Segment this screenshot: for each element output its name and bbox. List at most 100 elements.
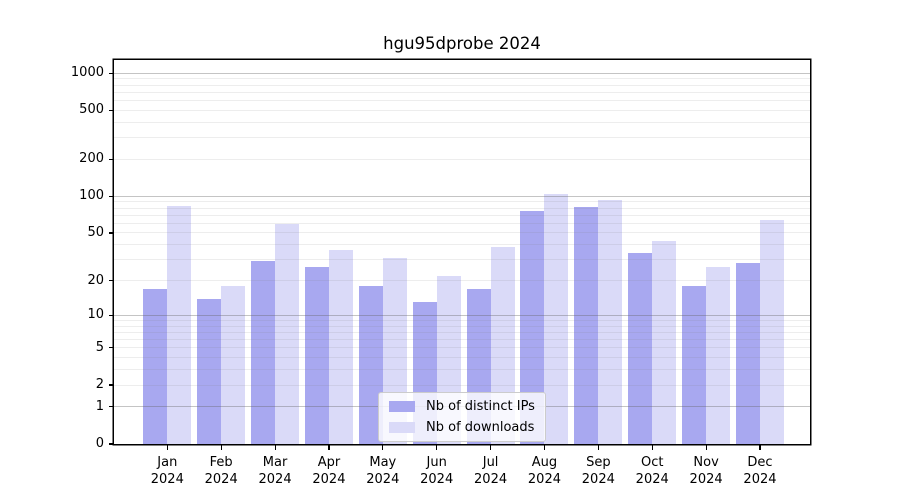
y-tick-20	[109, 279, 114, 282]
month-label: Jan	[157, 455, 178, 470]
x-tick-label-jun: Jun 2024	[407, 454, 467, 488]
minor-gridline-40	[114, 244, 810, 246]
minor-gridline-50	[114, 232, 810, 234]
minor-gridline-2	[114, 384, 810, 386]
minor-gridline-600	[114, 100, 810, 101]
year-label: 2024	[743, 472, 777, 487]
minor-gridline-800	[114, 84, 810, 86]
month-label: Nov	[693, 455, 719, 470]
year-label: 2024	[581, 472, 615, 487]
y-tick-0	[109, 443, 114, 445]
bar-distinct-ips-oct	[628, 253, 653, 444]
legend-label-distinct-ips: Nb of distinct IPs	[426, 399, 535, 414]
y-tick-label-2: 2	[95, 377, 104, 392]
x-tick-label-dec: Dec 2024	[730, 454, 790, 488]
y-tick-label-50: 50	[87, 224, 104, 240]
y-tick-label-1: 1	[95, 398, 104, 414]
bar-distinct-ips-apr	[304, 267, 329, 444]
y-tick-200	[109, 158, 114, 160]
y-tick-label-500: 500	[79, 102, 104, 118]
year-label: 2024	[689, 472, 723, 487]
year-label: 2024	[204, 472, 238, 487]
y-tick-100	[109, 195, 114, 197]
minor-gridline-8	[114, 325, 810, 327]
grid-layer	[114, 60, 810, 444]
minor-gridline-700	[114, 91, 810, 93]
month-label: Feb	[209, 455, 233, 470]
y-tick-label-10: 10	[87, 307, 104, 323]
month-label: Dec	[747, 455, 773, 470]
x-tick-sep	[597, 445, 599, 450]
month-label: Apr	[317, 455, 341, 470]
legend-swatch-distinct-ips	[389, 401, 415, 412]
bar-downloads-jan	[167, 205, 192, 444]
plot-area: Nb of distinct IPs Nb of downloads	[114, 60, 810, 444]
bar-downloads-apr	[328, 250, 353, 444]
x-tick-label-feb: Feb 2024	[191, 454, 251, 488]
bar-downloads-oct	[652, 240, 677, 444]
minor-gridline-60	[114, 222, 810, 224]
x-tick-jun	[436, 445, 438, 450]
y-tick-label-1000: 1000	[70, 65, 104, 81]
x-tick-label-aug: Aug 2024	[514, 454, 574, 488]
bar-downloads-feb	[221, 285, 246, 444]
month-label: Aug	[531, 455, 558, 470]
minor-gridline-7	[114, 331, 810, 333]
minor-gridline-900	[114, 78, 810, 80]
y-tick-50	[109, 232, 114, 234]
x-tick-label-jul: Jul 2024	[461, 454, 521, 488]
x-tick-apr	[328, 445, 330, 450]
month-label: Mar	[262, 455, 288, 470]
x-tick-aug	[543, 445, 546, 450]
y-tick-1000	[109, 72, 114, 74]
minor-gridline-4	[114, 357, 810, 359]
x-tick-label-mar: Mar 2024	[245, 454, 305, 488]
bar-downloads-nov	[706, 267, 731, 444]
year-label: 2024	[635, 472, 669, 487]
chart-title: hgu95dprobe 2024	[383, 34, 541, 53]
x-tick-feb	[220, 445, 222, 450]
x-tick-label-jan: Jan 2024	[137, 454, 197, 488]
legend: Nb of distinct IPs Nb of downloads	[378, 392, 546, 442]
y-tick-5	[109, 347, 114, 349]
gridline-10	[114, 314, 810, 316]
x-axis: Jan 2024 Feb 2024 Mar 2024 Apr 2024 May 2024 Jun 20…	[114, 445, 810, 500]
y-tick-label-200: 200	[79, 151, 104, 167]
x-tick-label-oct: Oct 2024	[622, 454, 682, 488]
minor-gridline-500	[114, 109, 810, 111]
year-label: 2024	[150, 472, 184, 487]
y-tick-2	[109, 384, 114, 386]
minor-gridline-80	[114, 207, 810, 209]
x-tick-label-may: May 2024	[353, 454, 413, 488]
minor-gridline-30	[114, 259, 810, 261]
y-tick-label-5: 5	[95, 339, 104, 355]
month-label: Sep	[586, 455, 611, 470]
minor-gridline-400	[114, 121, 810, 123]
bar-downloads-aug	[544, 193, 569, 444]
minor-gridline-70	[114, 214, 810, 216]
x-tick-nov	[705, 445, 707, 450]
y-tick-label-20: 20	[87, 272, 104, 288]
legend-item-distinct-ips: Nb of distinct IPs	[389, 399, 535, 414]
bar-distinct-ips-sep	[574, 206, 599, 444]
minor-gridline-200	[114, 158, 810, 160]
legend-item-downloads: Nb of downloads	[389, 420, 535, 435]
month-label: Oct	[640, 455, 664, 470]
x-tick-label-apr: Apr 2024	[299, 454, 359, 488]
legend-label-downloads: Nb of downloads	[426, 420, 535, 435]
minor-gridline-90	[114, 201, 810, 203]
bar-distinct-ips-feb	[197, 298, 222, 444]
x-tick-label-sep: Sep 2024	[568, 454, 628, 488]
year-label: 2024	[420, 472, 454, 487]
gridline-100	[114, 195, 810, 197]
bar-downloads-mar	[275, 224, 300, 444]
y-tick-500	[109, 109, 114, 111]
minor-gridline-9	[114, 319, 810, 321]
y-tick-label-0: 0	[95, 436, 104, 451]
y-tick-label-100: 100	[79, 188, 104, 204]
y-tick-10	[109, 314, 114, 316]
bar-downloads-dec	[759, 219, 784, 444]
x-tick-mar	[274, 445, 276, 450]
minor-gridline-3	[114, 369, 810, 371]
